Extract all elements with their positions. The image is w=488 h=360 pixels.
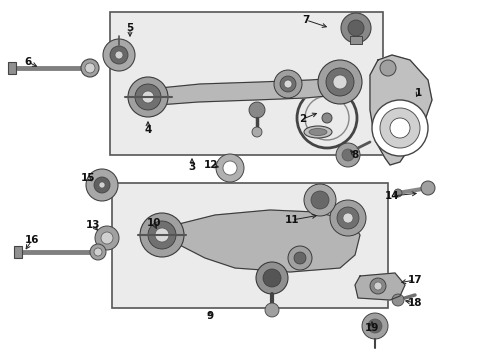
Circle shape bbox=[304, 184, 335, 216]
Text: 12: 12 bbox=[203, 160, 218, 170]
Circle shape bbox=[329, 200, 365, 236]
Circle shape bbox=[367, 319, 381, 333]
Polygon shape bbox=[158, 78, 339, 105]
Text: 3: 3 bbox=[188, 162, 195, 172]
Text: 14: 14 bbox=[384, 191, 399, 201]
Circle shape bbox=[336, 207, 358, 229]
Circle shape bbox=[94, 177, 110, 193]
Bar bbox=[8, 62, 16, 74]
Circle shape bbox=[85, 63, 95, 73]
Text: 13: 13 bbox=[85, 220, 100, 230]
Ellipse shape bbox=[308, 129, 326, 135]
Circle shape bbox=[128, 77, 168, 117]
Bar bbox=[112, 183, 387, 308]
Circle shape bbox=[216, 154, 244, 182]
Polygon shape bbox=[354, 273, 404, 300]
Circle shape bbox=[251, 127, 262, 137]
Circle shape bbox=[391, 294, 403, 306]
Polygon shape bbox=[369, 55, 431, 165]
Circle shape bbox=[81, 59, 99, 77]
Text: 6: 6 bbox=[24, 57, 32, 67]
Text: 18: 18 bbox=[407, 298, 421, 308]
Circle shape bbox=[332, 75, 346, 89]
Text: 11: 11 bbox=[284, 215, 299, 225]
Circle shape bbox=[135, 84, 161, 110]
Circle shape bbox=[373, 282, 381, 290]
Circle shape bbox=[94, 248, 102, 256]
Circle shape bbox=[379, 108, 419, 148]
Circle shape bbox=[371, 100, 427, 156]
Circle shape bbox=[110, 46, 128, 64]
Circle shape bbox=[325, 68, 353, 96]
Circle shape bbox=[420, 181, 434, 195]
Circle shape bbox=[264, 303, 279, 317]
Text: 4: 4 bbox=[144, 125, 151, 135]
Circle shape bbox=[321, 113, 331, 123]
Text: 1: 1 bbox=[413, 88, 421, 98]
Circle shape bbox=[379, 60, 395, 76]
Text: 9: 9 bbox=[206, 311, 213, 321]
Circle shape bbox=[248, 102, 264, 118]
Circle shape bbox=[347, 20, 363, 36]
Circle shape bbox=[103, 39, 135, 71]
Circle shape bbox=[287, 246, 311, 270]
Bar bbox=[349, 36, 361, 44]
Circle shape bbox=[99, 182, 105, 188]
Bar bbox=[110, 12, 382, 155]
Circle shape bbox=[86, 169, 118, 201]
Bar bbox=[14, 246, 22, 258]
Circle shape bbox=[115, 51, 123, 59]
Circle shape bbox=[90, 244, 106, 260]
Text: 15: 15 bbox=[81, 173, 95, 183]
Circle shape bbox=[341, 149, 353, 161]
Text: 7: 7 bbox=[302, 15, 309, 25]
Text: 5: 5 bbox=[126, 23, 133, 33]
Circle shape bbox=[342, 213, 352, 223]
Circle shape bbox=[310, 191, 328, 209]
Text: 16: 16 bbox=[25, 235, 39, 245]
Circle shape bbox=[155, 228, 169, 242]
Circle shape bbox=[95, 226, 119, 250]
Circle shape bbox=[223, 161, 237, 175]
Circle shape bbox=[280, 76, 295, 92]
Text: 2: 2 bbox=[299, 114, 306, 124]
Circle shape bbox=[369, 278, 385, 294]
Circle shape bbox=[361, 313, 387, 339]
Circle shape bbox=[101, 232, 113, 244]
Circle shape bbox=[140, 213, 183, 257]
Circle shape bbox=[317, 60, 361, 104]
Polygon shape bbox=[170, 210, 359, 272]
Circle shape bbox=[256, 262, 287, 294]
Circle shape bbox=[263, 269, 281, 287]
Circle shape bbox=[393, 189, 401, 197]
Circle shape bbox=[335, 143, 359, 167]
Text: 19: 19 bbox=[364, 323, 378, 333]
Circle shape bbox=[284, 80, 291, 88]
Circle shape bbox=[148, 221, 176, 249]
Circle shape bbox=[273, 70, 302, 98]
Text: 17: 17 bbox=[407, 275, 422, 285]
Circle shape bbox=[293, 252, 305, 264]
Circle shape bbox=[142, 91, 154, 103]
Ellipse shape bbox=[304, 126, 331, 138]
Circle shape bbox=[340, 13, 370, 43]
Circle shape bbox=[389, 118, 409, 138]
Text: 10: 10 bbox=[146, 218, 161, 228]
Text: 8: 8 bbox=[351, 150, 358, 160]
